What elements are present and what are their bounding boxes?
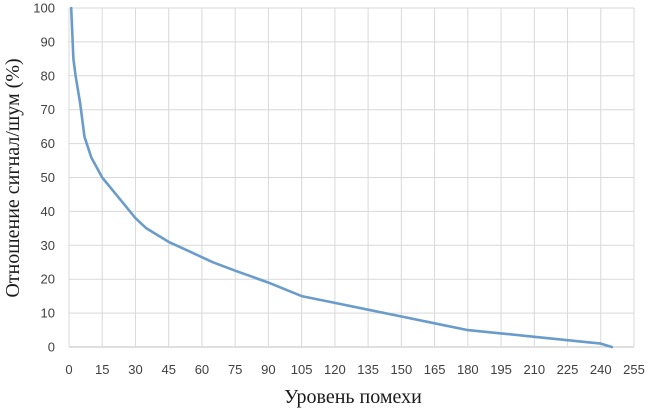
x-tick-label: 15 bbox=[95, 362, 109, 377]
y-tick-label: 10 bbox=[41, 306, 55, 321]
x-tick-label: 105 bbox=[291, 362, 313, 377]
y-tick-label: 60 bbox=[41, 136, 55, 151]
x-tick-label: 120 bbox=[324, 362, 346, 377]
y-tick-label: 100 bbox=[33, 1, 55, 16]
x-tick-label: 240 bbox=[590, 362, 612, 377]
x-tick-label: 90 bbox=[261, 362, 275, 377]
y-tick-label: 30 bbox=[41, 238, 55, 253]
y-tick-label: 40 bbox=[41, 204, 55, 219]
grid bbox=[68, 7, 635, 348]
y-tick-label: 80 bbox=[41, 68, 55, 83]
x-tick-labels: 0 15 30 45 60 75 90 105 120 135 150 165 180 195 210 225… bbox=[65, 362, 644, 377]
x-tick-label: 210 bbox=[523, 362, 545, 377]
y-tick-label: 50 bbox=[41, 170, 55, 185]
x-tick-label: 30 bbox=[128, 362, 142, 377]
x-tick-label: 75 bbox=[228, 362, 242, 377]
series-line bbox=[69, 6, 614, 349]
x-tick-label: 150 bbox=[391, 362, 413, 377]
x-tick-label: 165 bbox=[424, 362, 446, 377]
y-tick-label: 90 bbox=[41, 34, 55, 49]
x-tick-label: 0 bbox=[65, 362, 72, 377]
x-tick-label: 255 bbox=[623, 362, 645, 377]
x-axis-label: Уровень помехи bbox=[284, 386, 422, 408]
y-axis-label: Отношение сигнал/шум (%) bbox=[2, 58, 24, 297]
x-tick-label: 45 bbox=[161, 362, 175, 377]
y-tick-labels: 0 10 20 30 40 50 60 70 80 90 100 bbox=[33, 1, 55, 355]
series-layer bbox=[69, 6, 614, 349]
x-tick-label: 135 bbox=[357, 362, 379, 377]
x-tick-label: 195 bbox=[490, 362, 512, 377]
x-tick-label: 60 bbox=[195, 362, 209, 377]
x-tick-label: 180 bbox=[457, 362, 479, 377]
y-tick-label: 20 bbox=[41, 272, 55, 287]
x-tick-label: 225 bbox=[557, 362, 579, 377]
y-tick-label: 0 bbox=[48, 340, 55, 355]
y-tick-label: 70 bbox=[41, 102, 55, 117]
